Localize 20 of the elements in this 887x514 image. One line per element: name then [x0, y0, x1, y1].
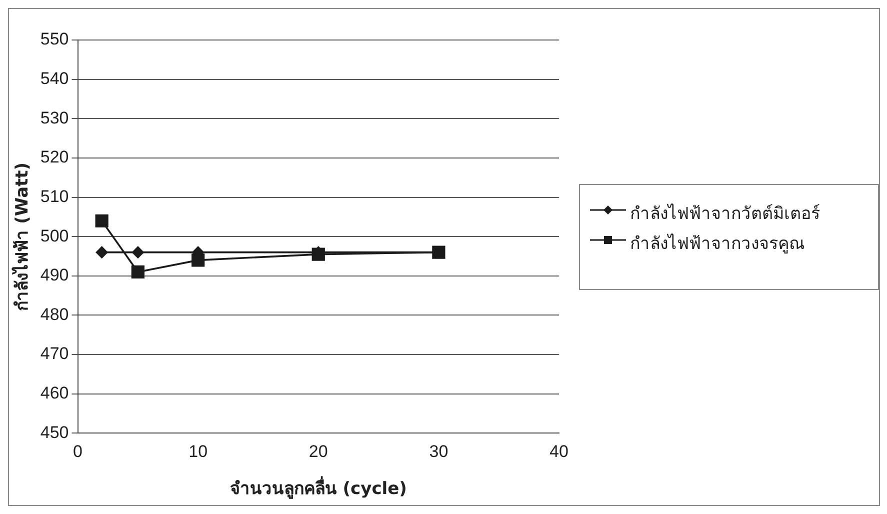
y-tick-label: 530	[40, 108, 69, 128]
y-tick-label: 450	[40, 422, 69, 442]
y-tick-label: 470	[40, 344, 69, 364]
legend-label: กำลังไฟฟ้าจากวงจรคูณ	[630, 232, 805, 256]
y-tick-label: 490	[40, 266, 69, 285]
y-axis-title: กำลังไฟฟ้า (Watt)	[12, 162, 33, 311]
y-tick-label: 550	[40, 30, 69, 49]
x-tick-label: 30	[429, 442, 448, 462]
x-tick-label: 0	[73, 442, 82, 462]
x-axis-title: จำนวนลูกคลื่น (cycle)	[230, 476, 407, 500]
y-tick-label: 540	[40, 69, 69, 88]
legend-label: กำลังไฟฟ้าจากวัตต์มิเตอร์	[630, 202, 820, 226]
x-tick-label: 40	[550, 442, 568, 462]
y-tick-label: 500	[40, 226, 69, 246]
y-tick-label: 460	[40, 384, 69, 403]
x-tick-label: 10	[188, 442, 208, 462]
y-tick-label: 520	[40, 148, 69, 167]
y-tick-label: 480	[40, 304, 69, 324]
y-tick-label: 510	[40, 186, 69, 206]
x-tick-label: 20	[308, 442, 328, 462]
